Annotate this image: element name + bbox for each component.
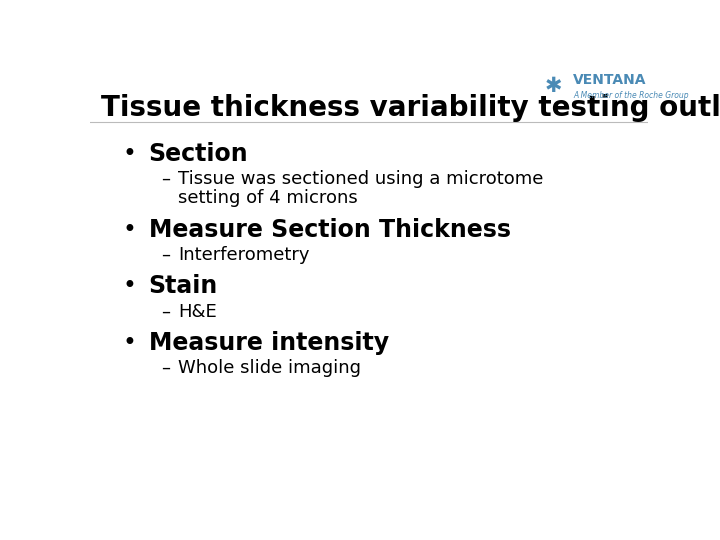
Text: VENTANA: VENTANA bbox=[573, 73, 647, 87]
Text: Section: Section bbox=[148, 141, 248, 166]
Text: •: • bbox=[122, 218, 136, 242]
Text: •: • bbox=[122, 274, 136, 299]
Text: Tissue thickness variability testing outline: Tissue thickness variability testing out… bbox=[101, 94, 720, 122]
Text: –: – bbox=[161, 302, 170, 321]
Text: Interferometry: Interferometry bbox=[178, 246, 310, 264]
Text: –: – bbox=[161, 359, 170, 377]
Text: A Member of the Roche Group: A Member of the Roche Group bbox=[573, 91, 689, 100]
Text: Tissue was sectioned using a microtome: Tissue was sectioned using a microtome bbox=[178, 170, 544, 188]
Text: Whole slide imaging: Whole slide imaging bbox=[178, 359, 361, 377]
Text: setting of 4 microns: setting of 4 microns bbox=[178, 188, 358, 207]
Text: ✱: ✱ bbox=[544, 76, 562, 96]
Text: –: – bbox=[161, 170, 170, 188]
Text: Measure intensity: Measure intensity bbox=[148, 331, 389, 355]
Text: •: • bbox=[122, 331, 136, 355]
Text: Measure Section Thickness: Measure Section Thickness bbox=[148, 218, 510, 242]
Text: •: • bbox=[122, 141, 136, 166]
Text: H&E: H&E bbox=[178, 302, 217, 321]
Text: Stain: Stain bbox=[148, 274, 218, 299]
Text: –: – bbox=[161, 246, 170, 264]
